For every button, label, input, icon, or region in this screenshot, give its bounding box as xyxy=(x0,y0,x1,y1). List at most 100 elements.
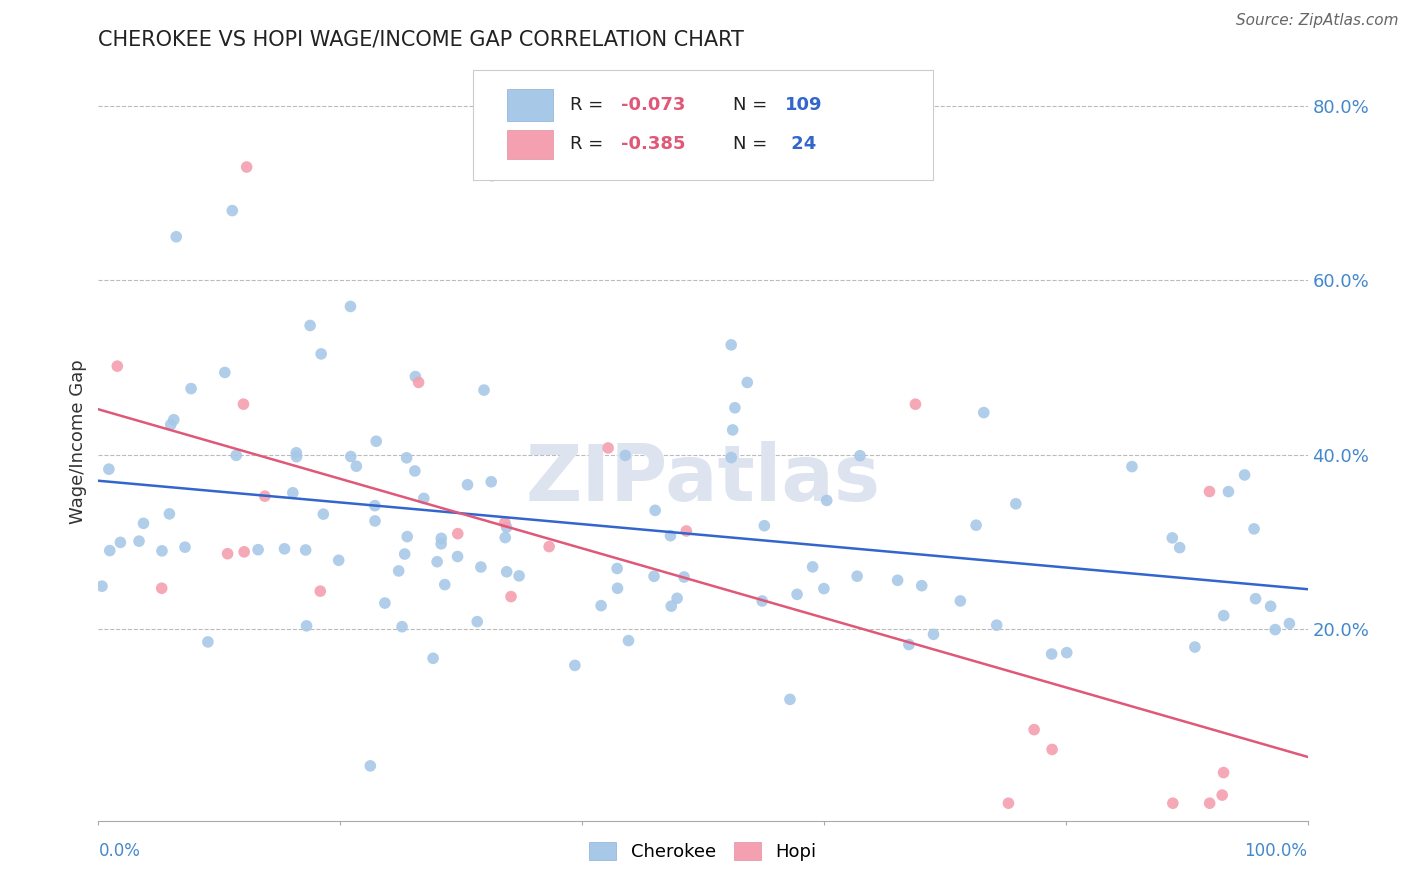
Point xyxy=(904,397,927,411)
Point xyxy=(128,534,150,549)
Point xyxy=(949,594,972,608)
Point xyxy=(430,537,453,551)
Point xyxy=(617,633,640,648)
Point xyxy=(973,406,995,420)
Point xyxy=(394,547,416,561)
Point xyxy=(374,596,396,610)
FancyBboxPatch shape xyxy=(508,89,553,120)
Text: 0.0%: 0.0% xyxy=(98,842,141,861)
Point xyxy=(846,569,869,583)
Point xyxy=(465,615,488,629)
Point xyxy=(233,545,256,559)
Point xyxy=(495,565,517,579)
Point xyxy=(344,459,367,474)
Point xyxy=(364,499,387,513)
Point xyxy=(1056,646,1078,660)
Point xyxy=(720,450,742,465)
Point xyxy=(606,581,628,595)
Point xyxy=(404,369,426,384)
Point xyxy=(1264,623,1286,637)
Point xyxy=(1244,591,1267,606)
Point xyxy=(481,169,503,183)
Point xyxy=(97,462,120,476)
Point xyxy=(499,590,522,604)
Text: 109: 109 xyxy=(785,96,823,114)
Point xyxy=(472,383,495,397)
Point xyxy=(720,338,742,352)
Point xyxy=(598,441,620,455)
Point xyxy=(285,446,308,460)
Point xyxy=(430,532,453,546)
Point xyxy=(281,485,304,500)
Point xyxy=(997,796,1019,810)
Point xyxy=(495,520,517,534)
Point xyxy=(737,376,759,390)
Point xyxy=(98,543,121,558)
Point xyxy=(1260,599,1282,614)
Point xyxy=(312,507,335,521)
Text: -0.073: -0.073 xyxy=(621,96,685,114)
Point xyxy=(1161,531,1184,545)
Point xyxy=(1040,647,1063,661)
Point xyxy=(1005,497,1028,511)
Text: 100.0%: 100.0% xyxy=(1244,842,1308,861)
Point xyxy=(494,516,516,530)
Point xyxy=(404,464,426,478)
Point xyxy=(922,627,945,641)
Text: R =: R = xyxy=(569,96,609,114)
Point xyxy=(150,544,173,558)
Point xyxy=(1218,484,1240,499)
Point xyxy=(675,524,697,538)
Point xyxy=(273,541,295,556)
Point xyxy=(1211,788,1233,802)
Point xyxy=(328,553,350,567)
Point xyxy=(643,569,665,583)
Point xyxy=(659,529,682,543)
Point xyxy=(1184,640,1206,654)
Legend: Cherokee, Hopi: Cherokee, Hopi xyxy=(582,835,824,869)
Point xyxy=(1278,616,1301,631)
Text: N =: N = xyxy=(734,136,773,153)
Point xyxy=(801,560,824,574)
Point xyxy=(457,477,479,491)
Point xyxy=(911,579,934,593)
Point xyxy=(214,366,236,380)
Point xyxy=(366,434,388,449)
Point xyxy=(422,651,444,665)
Point xyxy=(1212,608,1234,623)
Point xyxy=(886,574,908,588)
Point xyxy=(396,530,419,544)
Point xyxy=(299,318,322,333)
Point xyxy=(659,599,682,614)
Point xyxy=(163,413,186,427)
Point xyxy=(1243,522,1265,536)
Point xyxy=(309,347,332,361)
Point xyxy=(508,569,530,583)
Point xyxy=(157,507,180,521)
Point xyxy=(779,692,801,706)
Point xyxy=(91,579,114,593)
Point xyxy=(221,203,243,218)
Point xyxy=(446,549,468,564)
Point xyxy=(232,397,254,411)
Point xyxy=(721,423,744,437)
Text: CHEROKEE VS HOPI WAGE/INCOME GAP CORRELATION CHART: CHEROKEE VS HOPI WAGE/INCOME GAP CORRELA… xyxy=(98,29,744,50)
Point xyxy=(1198,796,1220,810)
Point xyxy=(986,618,1008,632)
Point xyxy=(294,543,316,558)
Point xyxy=(426,555,449,569)
Text: ZIPatlas: ZIPatlas xyxy=(526,442,880,517)
Point xyxy=(295,619,318,633)
Point xyxy=(1168,541,1191,555)
Point xyxy=(339,300,361,314)
Point xyxy=(253,489,276,503)
Point xyxy=(470,560,492,574)
Point xyxy=(197,635,219,649)
Point xyxy=(408,376,430,390)
Point xyxy=(813,582,835,596)
Point xyxy=(815,493,838,508)
Point xyxy=(217,547,239,561)
Point xyxy=(666,591,689,606)
Point xyxy=(412,491,434,506)
Point xyxy=(1121,459,1143,474)
